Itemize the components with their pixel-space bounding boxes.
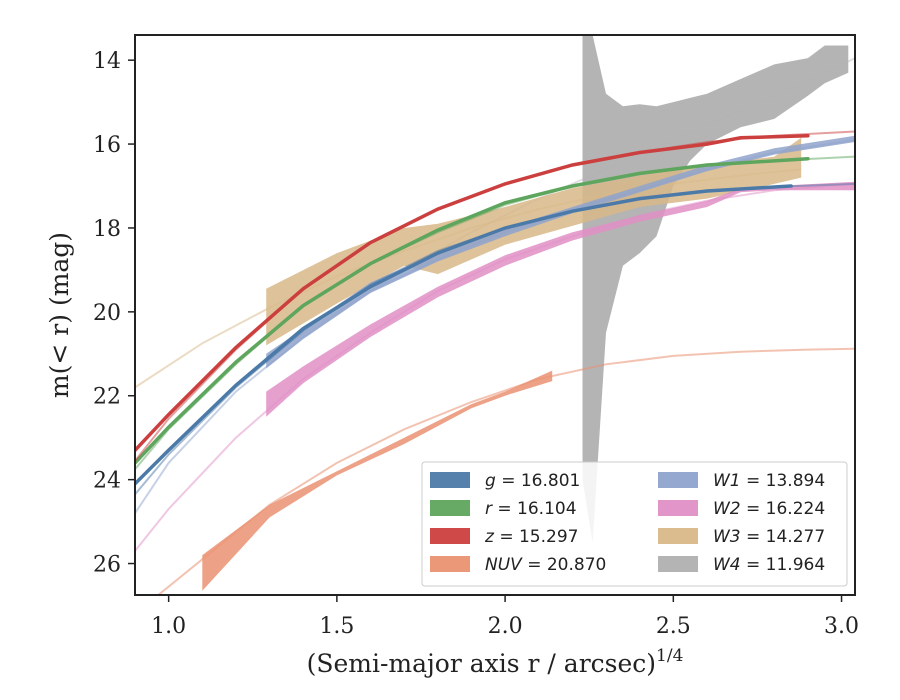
x-tick-label: 1.5: [319, 614, 354, 639]
y-axis-ticks: 14 16 18 20 22 24 26: [93, 49, 135, 578]
legend-swatch: [430, 500, 470, 516]
y-tick-label: 22: [93, 385, 121, 410]
legend-label: W4 = 11.964: [713, 555, 825, 575]
legend-swatch: [658, 500, 698, 516]
legend-item-g: g = 16.801: [430, 471, 580, 491]
legend-swatch: [430, 472, 470, 488]
x-tick-label: 2.5: [656, 614, 691, 639]
legend-swatch: [430, 528, 470, 544]
data-curve-g: [135, 184, 793, 486]
series-z: [135, 130, 855, 462]
y-tick-label: 24: [93, 469, 121, 494]
series-w1: [135, 135, 855, 514]
series-w2: [135, 181, 855, 552]
x-tick-label: 2.0: [488, 614, 523, 639]
series-r: [135, 155, 855, 470]
series-layer: [135, 35, 855, 595]
legend-label: W1 = 13.894: [713, 471, 825, 491]
legend-label: W3 = 14.277: [713, 527, 825, 547]
data-curve-z: [135, 133, 810, 453]
legend-label: r = 16.104: [485, 499, 577, 519]
legend-item-w1: W1 = 13.894: [658, 471, 825, 491]
x-axis-label-superscript: 1/4: [656, 646, 683, 666]
legend-item-nuv: NUV = 20.870: [430, 555, 606, 575]
y-tick-label: 16: [93, 133, 121, 158]
legend-swatch: [658, 528, 698, 544]
y-axis-label: m(< r) (mag): [45, 232, 74, 398]
series-nuv: [156, 347, 855, 595]
legend-item-z: z = 15.297: [430, 527, 578, 547]
x-axis-label-text: (Semi-major axis r / arcsec): [307, 649, 656, 678]
legend-label: z = 15.297: [484, 527, 578, 547]
legend-label: W2 = 16.224: [713, 499, 825, 519]
legend-item-w4: W4 = 11.964: [658, 555, 825, 575]
legend-swatch: [658, 556, 698, 572]
legend-label: NUV = 20.870: [485, 555, 606, 575]
legend: g = 16.801 r = 16.104 z = 15.297 NUV = 20.8…: [421, 461, 848, 587]
data-curve-r: [135, 156, 810, 465]
x-tick-label: 3.0: [824, 614, 859, 639]
legend-label: g = 16.801: [485, 471, 580, 491]
y-tick-label: 18: [93, 217, 121, 242]
y-tick-label: 20: [93, 301, 121, 326]
x-axis-ticks: 1.0 1.5 2.0 2.5 3.0: [151, 595, 859, 639]
legend-swatch: [430, 556, 470, 572]
series-g: [135, 182, 855, 495]
y-tick-label: 26: [93, 553, 121, 578]
x-axis-label: (Semi-major axis r / arcsec)1/4: [307, 646, 684, 678]
legend-frame: [421, 461, 848, 587]
data-band-w3: [266, 137, 802, 346]
legend-item-w2: W2 = 16.224: [658, 499, 825, 519]
x-tick-label: 1.0: [151, 614, 186, 639]
plot-frame: [134, 34, 856, 596]
legend-swatch: [658, 472, 698, 488]
legend-item-r: r = 16.104: [430, 499, 577, 519]
legend-item-w3: W3 = 14.277: [658, 527, 825, 547]
data-band-w4: [582, 35, 849, 543]
series-w3: [135, 137, 802, 389]
y-tick-label: 14: [93, 49, 121, 74]
